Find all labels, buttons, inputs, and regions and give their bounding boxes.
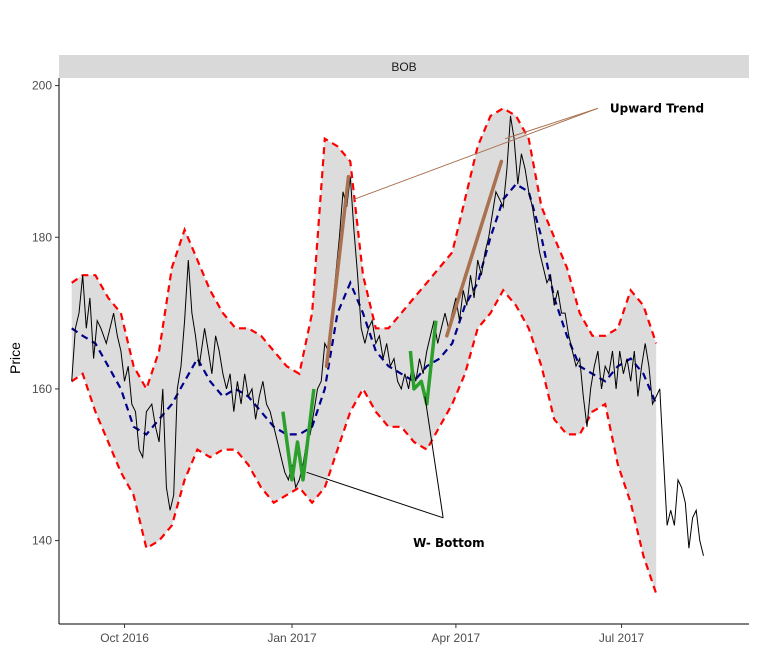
annotation-label: Upward Trend <box>610 101 704 115</box>
y-axis-title: Price <box>7 342 23 374</box>
moving-average-line <box>71 182 658 436</box>
facet-strip-label: BOB <box>391 60 416 74</box>
annotation-label: W- Bottom <box>413 536 484 550</box>
x-tick-label: Apr 2017 <box>432 631 481 645</box>
x-tick-label: Jan 2017 <box>267 631 317 645</box>
upward-trend-line <box>324 174 351 368</box>
y-tick-label: 200 <box>32 79 52 93</box>
band-fill-area <box>71 108 657 594</box>
upper-band-line <box>71 107 658 392</box>
price-line <box>71 115 704 556</box>
w-bottom-line <box>281 388 316 482</box>
y-tick-label: 140 <box>32 534 52 548</box>
x-tick-label: Oct 2016 <box>100 631 149 645</box>
w-bottom-line <box>408 320 438 406</box>
annotation-connector <box>424 396 444 518</box>
x-tick-label: Jul 2017 <box>599 631 645 645</box>
annotation-connector <box>504 107 599 140</box>
annotation-connector <box>306 471 444 519</box>
facet-strip <box>59 55 749 78</box>
y-tick-label: 180 <box>32 230 52 244</box>
annotation-connector <box>353 107 599 200</box>
upward-trend-line <box>445 159 504 338</box>
y-tick-label: 160 <box>32 382 52 396</box>
